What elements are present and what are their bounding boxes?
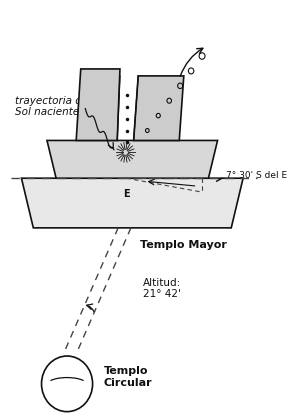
Text: 7° 30' S del E: 7° 30' S del E <box>226 171 287 180</box>
Polygon shape <box>76 69 120 141</box>
Polygon shape <box>47 141 217 178</box>
Text: Altitud:
21° 42': Altitud: 21° 42' <box>143 278 181 299</box>
Text: Templo
Circular: Templo Circular <box>104 366 152 388</box>
Text: trayectoria del
Sol naciente: trayectoria del Sol naciente <box>15 96 91 117</box>
Polygon shape <box>22 178 243 228</box>
Text: Templo Mayor: Templo Mayor <box>140 240 227 250</box>
Text: E: E <box>123 189 130 199</box>
Polygon shape <box>134 76 184 141</box>
